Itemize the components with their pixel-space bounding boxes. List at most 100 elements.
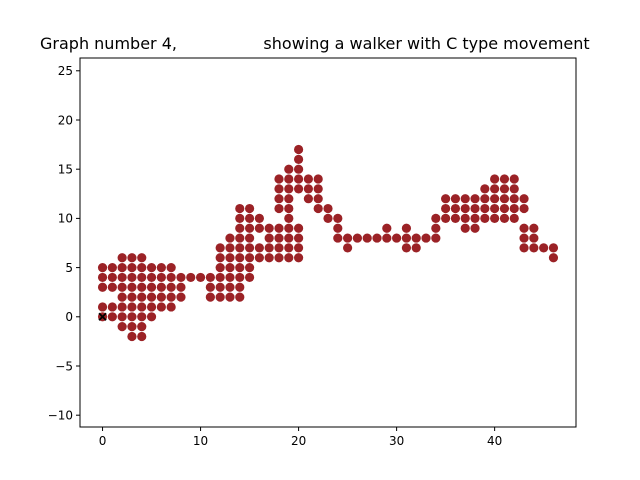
data-point bbox=[225, 243, 235, 253]
chart-title: Graph number 4, showing a walker with C … bbox=[40, 34, 590, 53]
data-point bbox=[235, 213, 245, 223]
data-point bbox=[156, 302, 166, 312]
data-point bbox=[235, 203, 245, 214]
data-point bbox=[284, 243, 294, 253]
data-point bbox=[156, 272, 166, 283]
data-point bbox=[293, 154, 304, 164]
data-point bbox=[235, 262, 245, 273]
data-point bbox=[431, 213, 441, 223]
data-point bbox=[401, 233, 412, 243]
data-point bbox=[293, 243, 304, 253]
data-point bbox=[323, 213, 333, 223]
data-point bbox=[333, 233, 343, 243]
data-point bbox=[490, 194, 500, 204]
data-point bbox=[127, 272, 137, 283]
start-marker bbox=[98, 312, 107, 321]
x-tick-label: 10 bbox=[193, 434, 208, 448]
data-point bbox=[264, 233, 274, 243]
y-tick-label: −10 bbox=[48, 408, 73, 422]
data-point bbox=[333, 213, 343, 223]
data-point bbox=[313, 184, 323, 194]
data-point bbox=[127, 331, 137, 342]
data-point bbox=[490, 184, 500, 194]
data-point bbox=[519, 233, 529, 243]
data-point bbox=[137, 253, 147, 263]
data-point bbox=[137, 322, 147, 332]
data-point bbox=[284, 174, 294, 184]
data-point bbox=[107, 262, 117, 273]
data-point bbox=[343, 233, 353, 243]
data-point bbox=[137, 312, 147, 322]
data-point bbox=[509, 174, 519, 184]
data-point bbox=[117, 302, 127, 312]
data-point bbox=[117, 292, 127, 302]
data-point bbox=[460, 223, 470, 233]
data-point bbox=[519, 223, 529, 233]
data-point bbox=[441, 213, 451, 223]
data-point bbox=[117, 282, 127, 292]
data-point bbox=[127, 302, 137, 312]
data-point bbox=[235, 253, 245, 263]
data-point bbox=[460, 203, 470, 214]
data-point bbox=[548, 243, 559, 253]
data-point bbox=[509, 213, 519, 223]
data-point bbox=[382, 223, 392, 233]
data-point bbox=[254, 243, 264, 253]
data-point bbox=[244, 223, 255, 233]
data-point bbox=[284, 164, 294, 174]
data-point bbox=[235, 243, 245, 253]
data-point bbox=[313, 174, 323, 184]
data-point bbox=[117, 272, 127, 283]
data-point bbox=[146, 282, 157, 292]
data-point bbox=[431, 223, 441, 233]
data-point bbox=[490, 213, 500, 223]
data-point bbox=[284, 253, 294, 263]
data-point bbox=[293, 233, 304, 243]
data-point bbox=[166, 282, 176, 292]
data-point bbox=[176, 282, 186, 292]
data-point bbox=[117, 262, 127, 273]
data-point bbox=[254, 253, 264, 263]
data-point bbox=[499, 194, 510, 204]
data-point bbox=[529, 243, 539, 253]
data-point bbox=[499, 213, 510, 223]
data-point bbox=[480, 203, 490, 214]
data-point bbox=[264, 223, 274, 233]
data-point bbox=[499, 174, 510, 184]
data-point bbox=[235, 292, 245, 302]
data-point bbox=[392, 233, 402, 243]
data-point bbox=[137, 262, 147, 273]
data-point bbox=[107, 312, 117, 322]
data-point bbox=[509, 194, 519, 204]
data-point bbox=[225, 253, 235, 263]
data-point bbox=[244, 272, 255, 283]
data-point bbox=[441, 194, 451, 204]
data-point bbox=[529, 233, 539, 243]
data-point bbox=[323, 203, 333, 214]
data-point bbox=[293, 223, 304, 233]
data-point bbox=[274, 194, 284, 204]
x-axis: 0 10 20 30 40 bbox=[99, 427, 502, 448]
data-point bbox=[127, 292, 137, 302]
data-point bbox=[264, 253, 274, 263]
data-point bbox=[274, 203, 284, 214]
data-point bbox=[97, 262, 108, 273]
data-point bbox=[225, 233, 235, 243]
data-point bbox=[225, 282, 235, 292]
data-point bbox=[127, 322, 137, 332]
data-point bbox=[146, 272, 157, 283]
data-point bbox=[244, 262, 255, 273]
data-point bbox=[127, 262, 137, 273]
data-point bbox=[166, 262, 176, 273]
data-point bbox=[303, 184, 313, 194]
data-point bbox=[244, 203, 255, 214]
data-point bbox=[254, 223, 264, 233]
data-point bbox=[137, 331, 147, 342]
data-point bbox=[195, 272, 206, 283]
data-point bbox=[470, 223, 480, 233]
data-point bbox=[401, 223, 412, 233]
data-point bbox=[313, 203, 323, 214]
data-point bbox=[97, 272, 108, 283]
data-point bbox=[284, 213, 294, 223]
